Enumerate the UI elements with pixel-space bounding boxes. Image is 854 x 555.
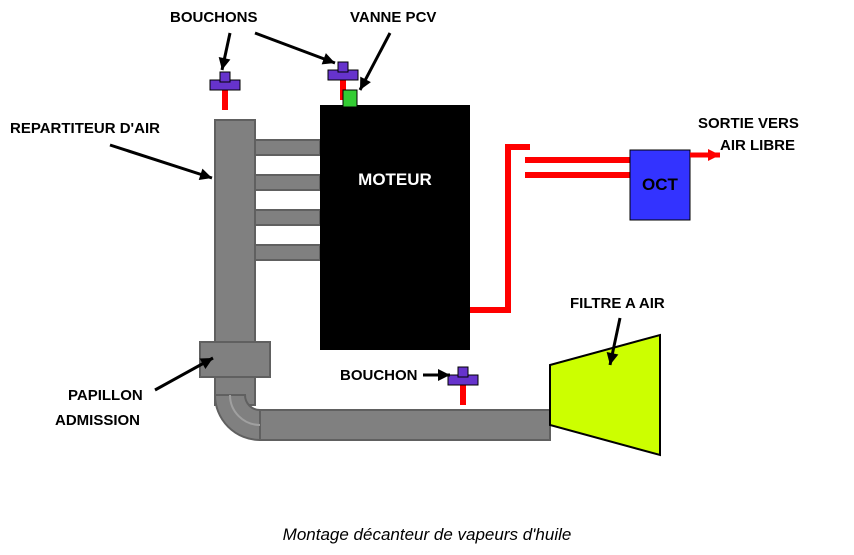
label-vanne-pcv: VANNE PCV: [350, 9, 436, 26]
label-papillon-2: ADMISSION: [55, 412, 140, 429]
bouchon-moteur-top: [338, 62, 348, 72]
filtre-a-air: [550, 335, 660, 455]
arrow-bouchons-1-head: [219, 57, 231, 70]
vanne-pcv: [343, 90, 357, 107]
bouchon-repartiteur-top: [220, 72, 230, 82]
arrow-bouchons-2: [255, 33, 335, 63]
label-papillon-1: PAPILLON: [68, 387, 143, 404]
arrow-repartiteur-head: [199, 169, 212, 180]
bouchon-filtre-top: [458, 367, 468, 377]
caption: Montage décanteur de vapeurs d'huile: [283, 525, 572, 544]
runner-1: [255, 175, 320, 190]
label-bouchon: BOUCHON: [340, 367, 418, 384]
red-line-main: [470, 147, 530, 310]
label-sortie-1: SORTIE VERS: [698, 115, 799, 132]
label-repartiteur: REPARTITEUR D'AIR: [10, 120, 160, 137]
moteur-block: [320, 105, 470, 350]
runner-2: [255, 210, 320, 225]
sortie-arrow-head: [708, 149, 720, 161]
label-sortie-2: AIR LIBRE: [720, 137, 795, 154]
moteur-label: MOTEUR: [358, 170, 432, 189]
runner-0: [255, 140, 320, 155]
bouchon-repartiteur-stem: [222, 88, 228, 110]
label-filtre: FILTRE A AIR: [570, 295, 665, 312]
arrow-repartiteur: [110, 145, 212, 178]
bouchon-filtre-stem: [460, 383, 466, 405]
repartiteur-air: [215, 120, 255, 350]
label-bouchons: BOUCHONS: [170, 9, 258, 26]
runner-3: [255, 245, 320, 260]
oct-label: OCT: [642, 175, 679, 194]
intake-pipe-horiz: [260, 410, 550, 440]
